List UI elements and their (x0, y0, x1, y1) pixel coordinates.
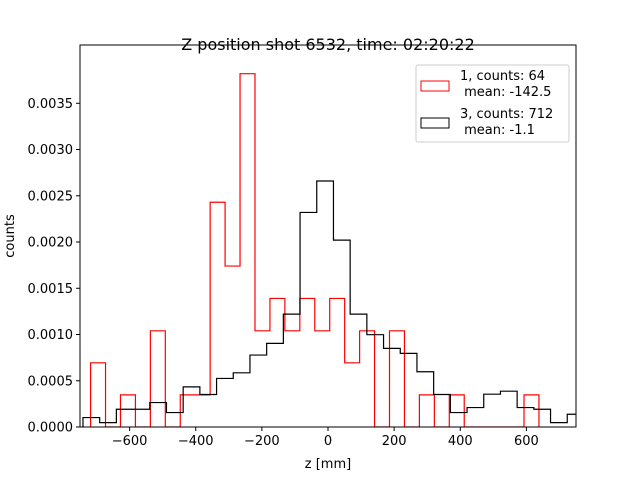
y-tick-label: 0.0000 (28, 421, 74, 436)
histogram-bin (166, 413, 183, 427)
histogram-bin (250, 355, 267, 427)
series-1 (89, 73, 540, 427)
histogram-bin (283, 314, 300, 427)
histogram-bin (517, 408, 534, 427)
histogram-bin (150, 403, 167, 427)
histogram-bin (100, 423, 117, 427)
x-axis-label: z [mm] (305, 457, 351, 472)
histogram-bin (450, 413, 467, 427)
histogram-bin (133, 409, 150, 427)
histogram-bin (183, 387, 200, 427)
x-tick-label: −600 (112, 434, 148, 449)
histogram-step-line (82, 180, 576, 427)
histogram-bin (367, 335, 384, 427)
histogram-bin (317, 181, 334, 427)
y-axis-label: counts (3, 214, 18, 258)
histogram-step-line (89, 73, 540, 427)
x-tick-label: 600 (514, 434, 539, 449)
histogram-bin (350, 314, 367, 427)
histogram-bin (267, 343, 284, 427)
x-tick-label: 200 (382, 434, 407, 449)
legend-box (415, 64, 570, 143)
legend-swatch-series-1 (420, 80, 450, 92)
legend-swatch-series-3 (420, 117, 450, 129)
series-layer (82, 73, 576, 427)
histogram-bin (233, 373, 250, 427)
histogram-bin (83, 418, 100, 427)
histogram-bin (384, 348, 401, 427)
legend: 1, counts: 64 mean: -142.5 3, counts: 71… (415, 64, 570, 143)
histogram-bin (400, 353, 417, 427)
legend-label-series-3-line2: mean: -1.1 (460, 123, 535, 138)
x-tick-label: −400 (178, 434, 214, 449)
histogram-bin (551, 423, 568, 427)
y-tick-label: 0.0030 (28, 143, 74, 158)
x-tick-label: −200 (244, 434, 280, 449)
histogram-bin (500, 391, 517, 427)
histogram-bin (467, 408, 484, 427)
histogram-bin (434, 395, 451, 427)
histogram-bin (300, 212, 317, 427)
legend-label-series-3-line1: 3, counts: 712 (460, 107, 553, 122)
histogram-bin (116, 409, 133, 427)
histogram-bin (484, 394, 501, 427)
x-tick-label: 0 (324, 434, 332, 449)
series-3 (82, 180, 576, 427)
y-axis: 0.0000 0.0005 0.0010 0.0015 0.0020 0.0025 0.00… (28, 97, 80, 436)
histogram-bin (417, 372, 434, 427)
x-tick-label: 400 (448, 434, 473, 449)
y-tick-label: 0.0015 (28, 282, 74, 297)
y-tick-label: 0.0005 (28, 374, 74, 389)
y-tick-label: 0.0025 (28, 189, 74, 204)
histogram-bin (200, 395, 217, 427)
y-tick-label: 0.0020 (28, 236, 74, 251)
histogram-bin (534, 409, 551, 427)
legend-label-series-1-line2: mean: -142.5 (460, 85, 551, 100)
legend-label-series-1-line1: 1, counts: 64 (460, 69, 545, 84)
y-tick-label: 0.0035 (28, 97, 74, 112)
histogram-bin (217, 378, 234, 427)
x-axis: −600 −400 −200 0 200 400 600 (112, 427, 539, 449)
y-tick-label: 0.0010 (28, 328, 74, 343)
histogram-bin (333, 240, 350, 427)
